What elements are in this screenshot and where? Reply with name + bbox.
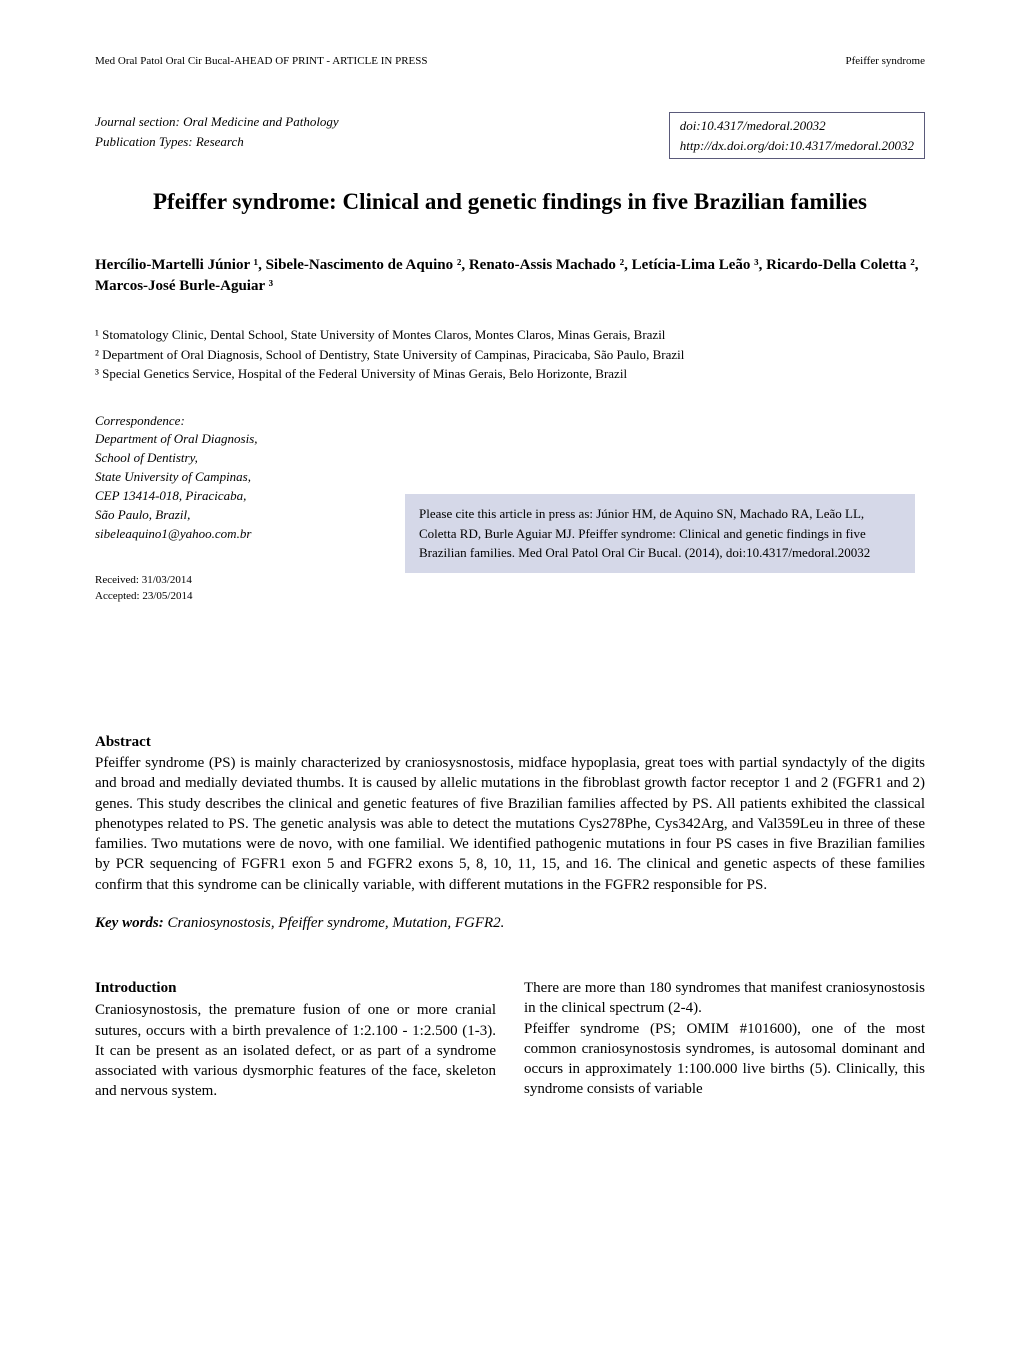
publication-type: Publication Types: Research <box>95 132 339 152</box>
correspondence-line: State University of Campinas, <box>95 468 375 487</box>
correspondence-heading: Correspondence: <box>95 412 375 431</box>
doi-line1: doi:10.4317/medoral.20032 <box>680 116 914 136</box>
intro-text-left: Craniosynostosis, the premature fusion o… <box>95 1000 496 1101</box>
correspondence-block: Correspondence: Department of Oral Diagn… <box>95 412 375 544</box>
running-header: Med Oral Patol Oral Cir Bucal-AHEAD OF P… <box>95 55 925 67</box>
introduction-section: Introduction Craniosynostosis, the prema… <box>95 978 925 1102</box>
correspondence-line: Department of Oral Diagnosis, <box>95 430 375 449</box>
correspondence-line: School of Dentistry, <box>95 449 375 468</box>
affiliations: ¹ Stomatology Clinic, Dental School, Sta… <box>95 325 925 384</box>
keywords-label: Key words: <box>95 915 164 931</box>
doi-box: doi:10.4317/medoral.20032 http://dx.doi.… <box>669 112 925 159</box>
abstract-heading: Abstract <box>95 734 925 751</box>
journal-section: Journal section: Oral Medicine and Patho… <box>95 112 339 132</box>
keywords: Key words: Craniosynostosis, Pfeiffer sy… <box>95 913 925 933</box>
keywords-text: Craniosynostosis, Pfeiffer syndrome, Mut… <box>164 915 505 931</box>
doi-line2[interactable]: http://dx.doi.org/doi:10.4317/medoral.20… <box>680 136 914 156</box>
authors: Hercílio-Martelli Júnior ¹, Sibele-Nasci… <box>95 255 925 297</box>
article-title: Pfeiffer syndrome: Clinical and genetic … <box>95 189 925 215</box>
running-header-right: Pfeiffer syndrome <box>845 55 925 67</box>
correspondence-line: São Paulo, Brazil, <box>95 506 375 525</box>
intro-text-right: There are more than 180 syndromes that m… <box>524 978 925 1100</box>
intro-col-left: Introduction Craniosynostosis, the prema… <box>95 978 496 1102</box>
running-header-left: Med Oral Patol Oral Cir Bucal-AHEAD OF P… <box>95 55 427 67</box>
accepted-date: Accepted: 23/05/2014 <box>95 589 925 604</box>
affiliation-2: ² Department of Oral Diagnosis, School o… <box>95 345 925 365</box>
correspondence-email: sibeleaquino1@yahoo.com.br <box>95 525 375 544</box>
received-date: Received: 31/03/2014 <box>95 573 925 588</box>
affiliation-1: ¹ Stomatology Clinic, Dental School, Sta… <box>95 325 925 345</box>
abstract-section: Abstract Pfeiffer syndrome (PS) is mainl… <box>95 734 925 895</box>
abstract-body: Pfeiffer syndrome (PS) is mainly charact… <box>95 753 925 895</box>
introduction-heading: Introduction <box>95 978 496 998</box>
intro-col-right: There are more than 180 syndromes that m… <box>524 978 925 1102</box>
journal-info: Journal section: Oral Medicine and Patho… <box>95 112 339 151</box>
citation-box: Please cite this article in press as: Jú… <box>405 494 915 573</box>
correspondence-line: CEP 13414-018, Piracicaba, <box>95 487 375 506</box>
affiliation-3: ³ Special Genetics Service, Hospital of … <box>95 364 925 384</box>
dates-block: Received: 31/03/2014 Accepted: 23/05/201… <box>95 573 925 604</box>
